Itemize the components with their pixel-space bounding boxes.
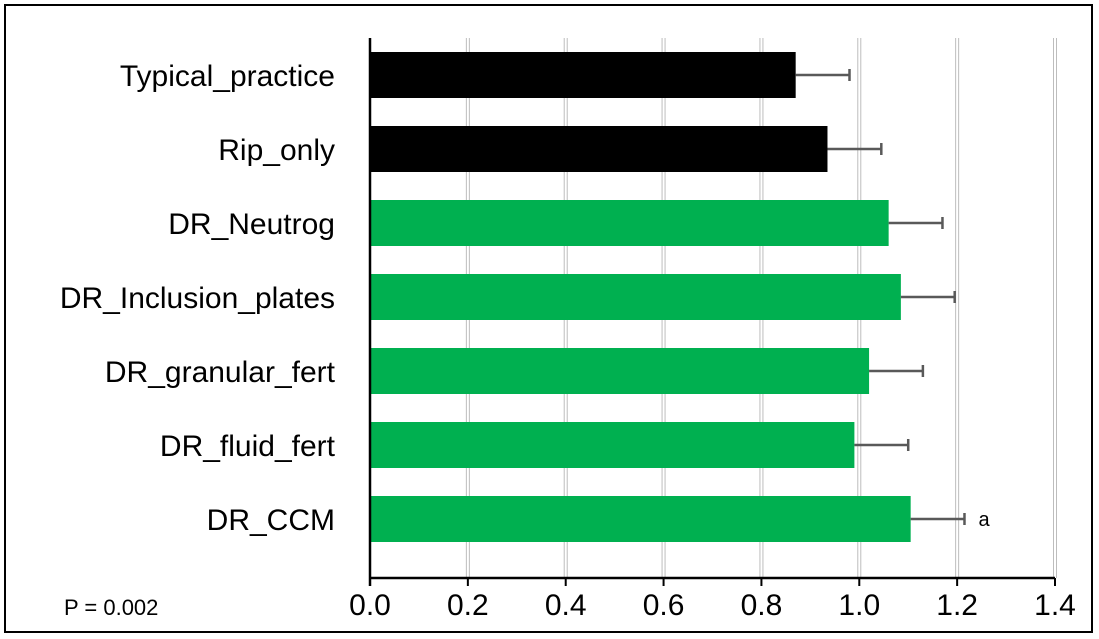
bar-rip-only	[370, 126, 828, 172]
x-tick-label: 1.2	[936, 589, 978, 622]
axis-layer	[368, 38, 1056, 586]
x-tick-label: 0.6	[643, 589, 685, 622]
x-tick-label: 1.4	[1034, 589, 1076, 622]
label-layer: Typical_practice Rip_only DR_Neutrog DR_Inc…	[60, 60, 1076, 622]
category-label: DR_Inclusion_plates	[60, 282, 335, 315]
bar-dr-ccm	[370, 496, 911, 542]
bar-dr-fluid-fert	[370, 422, 855, 468]
significance-annotation: a	[978, 509, 990, 531]
x-tick-label: 0.8	[741, 589, 783, 622]
category-label: DR_Neutrog	[168, 208, 335, 241]
category-label: Rip_only	[218, 134, 335, 167]
p-value-note: P = 0.002	[64, 595, 158, 620]
bar-dr-neutrog	[370, 200, 889, 246]
bar-layer	[370, 52, 911, 542]
bar-dr-inclusion-plates	[370, 274, 901, 320]
category-label: DR_granular_fert	[105, 356, 336, 389]
category-label: DR_CCM	[207, 504, 335, 537]
x-tick-label: 0.0	[349, 589, 391, 622]
bar-typical-practice	[370, 52, 796, 98]
bar-dr-granular-fert	[370, 348, 870, 394]
x-tick-label: 0.2	[447, 589, 489, 622]
error-bar-layer	[795, 69, 966, 525]
x-tick-label: 0.4	[545, 589, 587, 622]
x-tick-label: 1.0	[838, 589, 880, 622]
category-label: Typical_practice	[120, 60, 335, 93]
category-label: DR_fluid_fert	[160, 430, 336, 463]
